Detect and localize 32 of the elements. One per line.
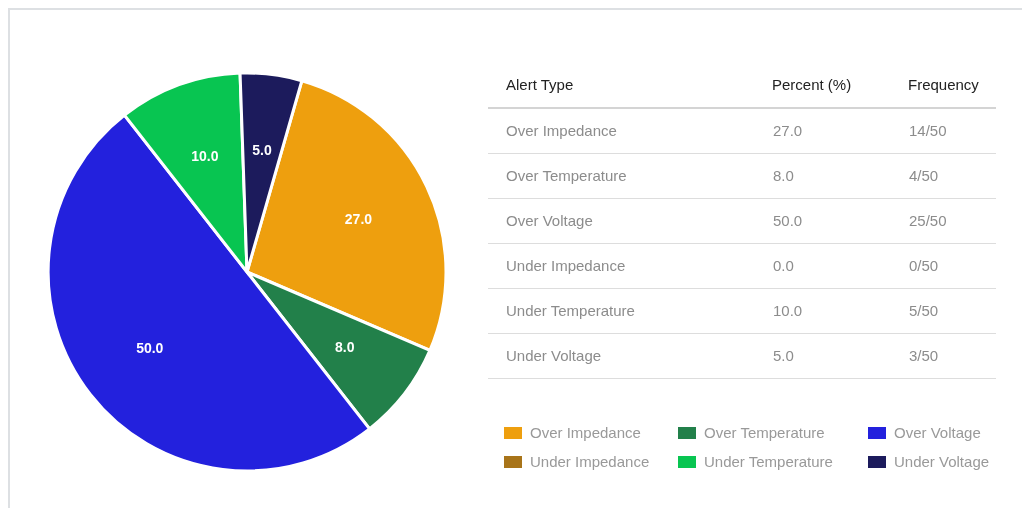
- text: 0.0: [773, 257, 794, 274]
- text: Alert Type: [505, 75, 575, 95]
- text: 5.0: [773, 347, 794, 364]
- text: 50.0: [773, 212, 803, 229]
- text: 27.0: [773, 122, 803, 140]
- legend-label: Over Temperature: [704, 424, 825, 441]
- text: Frequency: [908, 75, 980, 95]
- data-label: 10.0: [191, 148, 219, 165]
- text: 25/50: [908, 211, 948, 231]
- text: 10.0: [773, 302, 803, 319]
- category-label: Over Temperature: [506, 167, 627, 184]
- text: Percent (%): [772, 75, 853, 95]
- data-label: 5.0: [252, 141, 272, 158]
- text: 8.0: [773, 167, 794, 184]
- text: 14/50: [908, 121, 948, 142]
- category-label: Under Temperature: [506, 302, 635, 319]
- category-label: Over Voltage: [506, 212, 593, 229]
- category-label: Under Voltage: [506, 347, 602, 364]
- data-label: 50.0: [136, 339, 164, 356]
- text: 3/50: [908, 346, 940, 366]
- text: 5/50: [908, 301, 940, 321]
- category-label: Under Impedance: [506, 257, 626, 274]
- legend-label: Under Voltage: [894, 453, 990, 470]
- legend-label: Under Impedance: [530, 453, 650, 470]
- legend-label: Over Voltage: [894, 424, 981, 441]
- slice-label: Over Impedance: [505, 121, 618, 142]
- legend-label: Under Temperature: [704, 453, 833, 470]
- text: 0/50: [908, 256, 940, 276]
- text: 4/50: [908, 166, 940, 186]
- legend-label: Over Impedance: [530, 424, 641, 441]
- data-label: 27.0: [344, 211, 373, 228]
- data-label: 8.0: [335, 339, 355, 356]
